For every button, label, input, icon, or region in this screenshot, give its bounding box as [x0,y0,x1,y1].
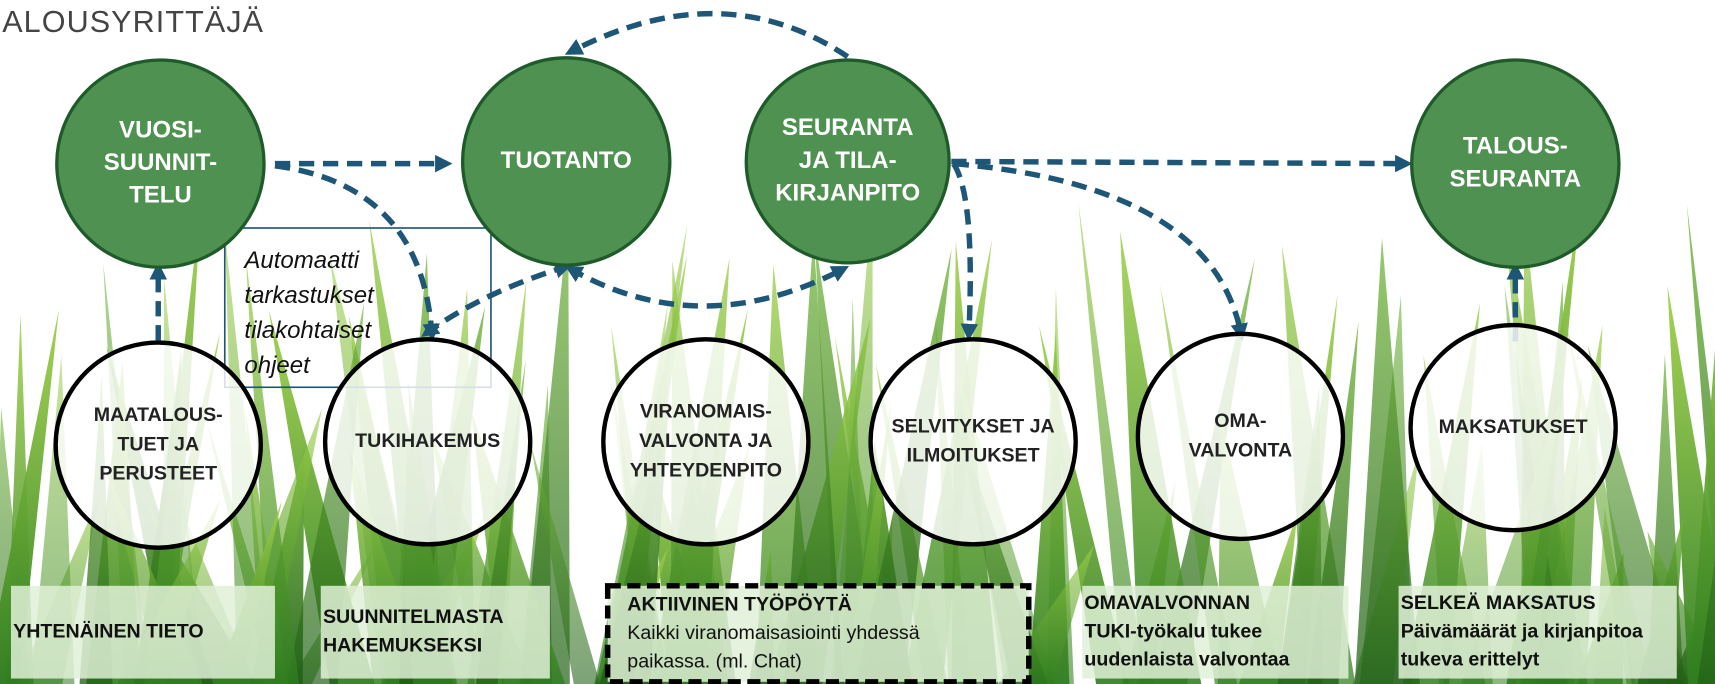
benefit-heading: tukeva erittelyt [1401,649,1540,671]
page-title: ALOUSYRITTÄJÄ [2,5,264,39]
process-node-label: VUOSI- [119,116,202,143]
process-node-label: SUUNNIT- [104,149,217,176]
service-node-label: SELVITYKSET JA [892,415,1055,437]
benefit-heading: uudenlaista valvontaa [1084,649,1290,671]
process-node-label: SEURANTA [1450,165,1582,192]
content: VUOSI- SUUNNIT- TELU TUOTANTO SEURANTA JA TIL… [11,58,1677,682]
benefit-heading: HAKEMUKSEKSI [323,635,482,657]
benefit-heading: AKTIIVINEN TYÖPÖYTÄ [627,593,852,616]
arrow [954,164,1242,336]
process-node-label: SEURANTA [782,114,914,141]
arrow [951,161,1407,163]
service-node-label: MAKSATUKSET [1439,416,1588,438]
service-node [871,339,1076,544]
service-node-label: YHTEYDENPITO [630,459,782,481]
process-node-label: TALOUS- [1463,133,1568,160]
service-node-label: ILMOITUKSET [907,445,1040,467]
arrow [570,268,845,306]
service-node-label: MAATALOUS- [94,404,223,426]
service-node [1138,334,1343,539]
benefit-heading: Päivämäärät ja kirjanpitoa [1401,620,1644,642]
benefit-heading: SELKEÄ MAKSATUS [1401,591,1596,614]
note-text: Automaatti [242,247,359,274]
service-node-label: OMA- [1214,410,1266,432]
service-node-label: TUET JA [117,433,199,455]
process-node [1412,60,1619,267]
note-text: tilakohtaiset [244,317,372,344]
arrow [570,14,848,57]
service-node-label: VIRANOMAIS- [640,401,772,423]
benefit-heading: YHTENÄINEN TIETO [13,619,203,642]
benefit-text: Kaikki viranomaisasiointi yhdessä [627,622,919,644]
service-node-label: TUKIHAKEMUS [355,430,500,452]
process-node-label: TUOTANTO [501,147,632,174]
page: ALOUSYRITTÄJÄ VUOSI- SUUNNIT- TELU TUOTANTO… [0,0,1715,684]
service-node-label: PERUSTEET [99,463,217,485]
diagram: ALOUSYRITTÄJÄ VUOSI- SUUNNIT- TELU TUOTANTO… [0,0,1715,684]
benefit-heading: SUUNNITELMASTA [323,606,504,628]
benefit-text: paikassa. (ml. Chat) [627,650,802,672]
benefit-heading: TUKI-työkalu tukee [1084,620,1262,642]
benefit-heading: OMAVALVONNAN [1084,592,1250,614]
note-text: ohjeet [244,352,311,379]
note-text: tarkastukset [244,282,375,309]
service-node-label: VALVONTA JA [639,430,772,452]
process-node-label: TELU [129,182,192,209]
service-node-label: VALVONTA [1189,439,1293,461]
benefit-box [321,586,550,679]
process-node-label: KIRJANPITO [775,180,920,207]
arrow [426,266,568,334]
process-node-label: JA TILA- [799,147,897,174]
